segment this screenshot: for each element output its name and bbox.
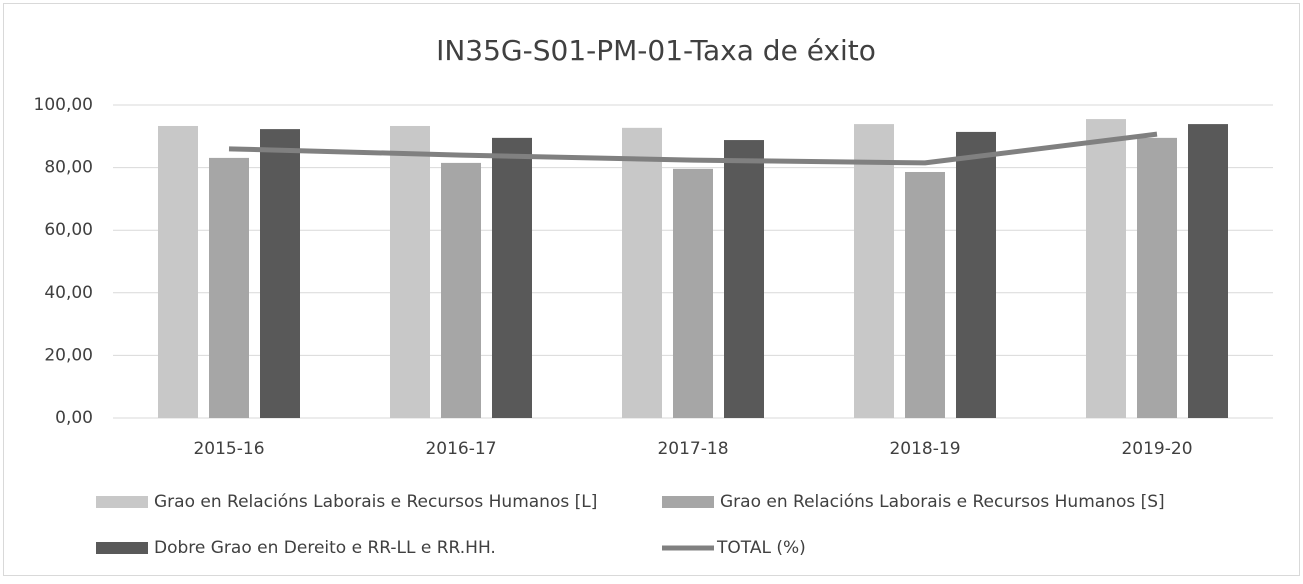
bar xyxy=(956,131,996,418)
x-tick-label: 2016-17 xyxy=(425,439,496,459)
y-tick-label: 100,00 xyxy=(34,95,93,115)
y-tick-label: 0,00 xyxy=(55,408,93,428)
chart-title: IN35G-S01-PM-01-Taxa de éxito xyxy=(436,34,876,67)
y-tick-label: 60,00 xyxy=(44,220,93,240)
x-tick-label: 2019-20 xyxy=(1121,439,1192,459)
legend-swatch xyxy=(96,542,148,554)
bar xyxy=(673,168,713,418)
bar xyxy=(854,124,894,418)
legend-label: Grao en Relacións Laborais e Recursos Hu… xyxy=(154,492,597,512)
x-tick-label: 2017-18 xyxy=(657,439,728,459)
y-tick-label: 80,00 xyxy=(44,158,93,178)
y-tick-label: 40,00 xyxy=(44,283,93,303)
bar xyxy=(260,129,300,418)
legend-label: TOTAL (%) xyxy=(716,538,806,558)
bar xyxy=(209,157,249,418)
legend-swatch xyxy=(662,496,714,508)
x-tick-label: 2018-19 xyxy=(889,439,960,459)
legend-swatch xyxy=(96,496,148,508)
bar xyxy=(905,171,945,418)
x-tick-label: 2015-16 xyxy=(193,439,264,459)
legend-label: Dobre Grao en Dereito e RR-LL e RR.HH. xyxy=(154,538,496,558)
bar xyxy=(492,137,532,419)
bar xyxy=(1137,137,1177,419)
bar xyxy=(724,140,764,418)
bar xyxy=(441,162,481,418)
bar xyxy=(622,127,662,418)
legend-label: Grao en Relacións Laborais e Recursos Hu… xyxy=(720,492,1165,512)
line-series xyxy=(228,131,1158,166)
y-tick-label: 20,00 xyxy=(44,345,93,365)
bar xyxy=(390,125,430,418)
bar xyxy=(158,125,198,418)
bar xyxy=(1086,119,1126,419)
bar xyxy=(1188,124,1228,418)
